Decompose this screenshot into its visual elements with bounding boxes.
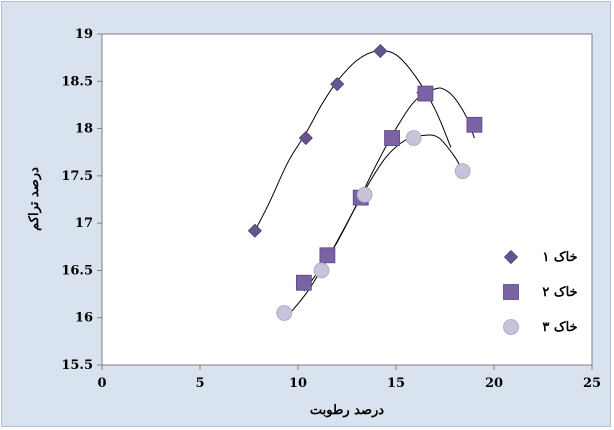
legend-label: خاک ۱ (542, 250, 577, 265)
y-tick-label: 16 (75, 311, 93, 326)
data-point (356, 186, 373, 203)
data-point (466, 116, 483, 133)
y-tick-label: 17.5 (61, 169, 93, 184)
data-point (276, 305, 293, 321)
y-tick-label: 15.5 (61, 358, 93, 373)
data-point (384, 130, 400, 146)
data-point (330, 77, 345, 92)
data-point (405, 130, 422, 146)
x-axis-title: درصد رطوبت (310, 403, 384, 418)
trend-line (254, 50, 452, 231)
data-point (373, 43, 388, 59)
legend-label: خاک ۲ (542, 285, 577, 300)
x-axis-ticks: 0 5 10 15 20 25 (97, 365, 601, 391)
data-point (298, 130, 313, 146)
y-tick-label: 19 (75, 27, 93, 42)
y-axis-title: درصد تراکم (27, 167, 42, 231)
data-point (454, 163, 471, 180)
x-tick-label: 15 (387, 376, 405, 391)
x-tick-label: 0 (97, 376, 106, 391)
legend-marker (503, 284, 519, 300)
plot-area (101, 33, 593, 366)
y-tick-label: 16.5 (61, 263, 93, 278)
data-point (313, 262, 330, 279)
data-point (295, 274, 312, 291)
data-point (319, 247, 336, 264)
legend-marker (503, 249, 519, 265)
data-point (417, 85, 434, 102)
x-tick-label: 5 (195, 376, 204, 391)
y-tick-label: 18.5 (61, 74, 93, 89)
y-tick-label: 17 (75, 216, 93, 231)
data-points (247, 43, 483, 321)
y-tick-label: 18 (75, 122, 93, 137)
y-axis-ticks: 15.5 16 16.5 17 17.5 18 18.5 19 (61, 27, 102, 373)
legend-label: خاک ۳ (542, 320, 577, 335)
x-tick-label: 20 (485, 376, 503, 391)
x-tick-label: 25 (583, 376, 601, 391)
data-point (247, 223, 262, 238)
legend: خاک ۱ خاک ۲ خاک ۳ (503, 249, 578, 335)
x-tick-label: 10 (289, 376, 307, 391)
legend-marker (503, 319, 519, 335)
